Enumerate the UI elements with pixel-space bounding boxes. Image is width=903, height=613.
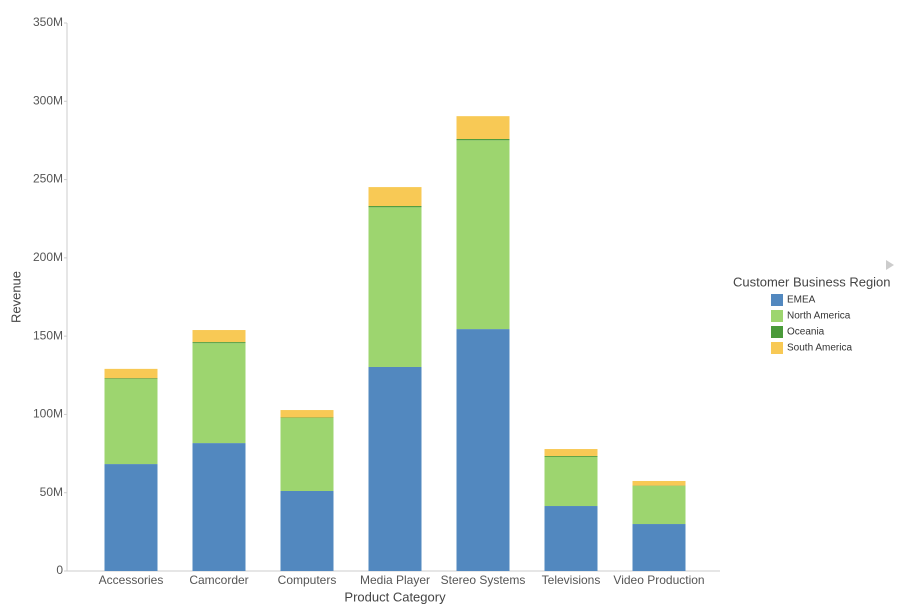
y-tick-label: 0 (56, 563, 63, 577)
y-tick-label: 350M (33, 15, 63, 29)
bar-segment (368, 206, 422, 208)
bar-segment (544, 506, 598, 571)
x-tick-label: Media Player (360, 573, 430, 587)
bar-segment (368, 366, 422, 571)
y-tick-label: 200M (33, 250, 63, 264)
bar-segment (280, 410, 334, 418)
x-tick-label: Camcorder (189, 573, 248, 587)
bar-segment (104, 368, 158, 379)
bar-segment (368, 207, 422, 367)
legend-arrow[interactable] (886, 260, 894, 270)
y-tick-label: 250M (33, 172, 63, 186)
bar-segment (192, 343, 246, 444)
bar-segment (456, 329, 510, 571)
legend-label: North America (787, 311, 851, 322)
bar-segment (104, 464, 158, 571)
y-tick-label: 50M (40, 485, 63, 499)
bar-segment (192, 443, 246, 571)
bar-segment (104, 379, 158, 465)
y-tick-label: 150M (33, 328, 63, 342)
legend-label: Oceania (787, 327, 825, 338)
bar-segment (544, 449, 598, 457)
bar-segment (544, 456, 598, 458)
bar-segment (632, 480, 686, 486)
bar-segment (544, 457, 598, 507)
x-tick-label: Stereo Systems (441, 573, 526, 587)
bar-segment (632, 485, 686, 525)
bar-segment (104, 378, 158, 380)
y-axis-title: Revenue (8, 271, 23, 323)
bar-segment (456, 116, 510, 140)
y-tick-label: 100M (33, 407, 63, 421)
bar-segment (456, 140, 510, 330)
bar-segment (192, 330, 246, 343)
x-tick-label: Video Production (613, 573, 704, 587)
legend-label: EMEA (787, 295, 816, 306)
x-tick-label: Accessories (99, 573, 164, 587)
bar-segment (368, 187, 422, 207)
y-tick-label: 300M (33, 93, 63, 107)
legend-swatch (771, 310, 783, 322)
bar-segment (632, 524, 686, 571)
legend-swatch (771, 342, 783, 354)
legend-swatch (771, 326, 783, 338)
legend-title: Customer Business Region (733, 274, 891, 289)
legend-swatch (771, 294, 783, 306)
x-tick-label: Computers (278, 573, 337, 587)
bar-segment (456, 139, 510, 141)
bar-segment (280, 418, 334, 491)
bar-segment (280, 490, 334, 571)
bar-segment (192, 342, 246, 344)
x-axis-title: Product Category (344, 589, 446, 604)
legend-label: South America (787, 343, 852, 354)
x-tick-label: Televisions (542, 573, 601, 587)
